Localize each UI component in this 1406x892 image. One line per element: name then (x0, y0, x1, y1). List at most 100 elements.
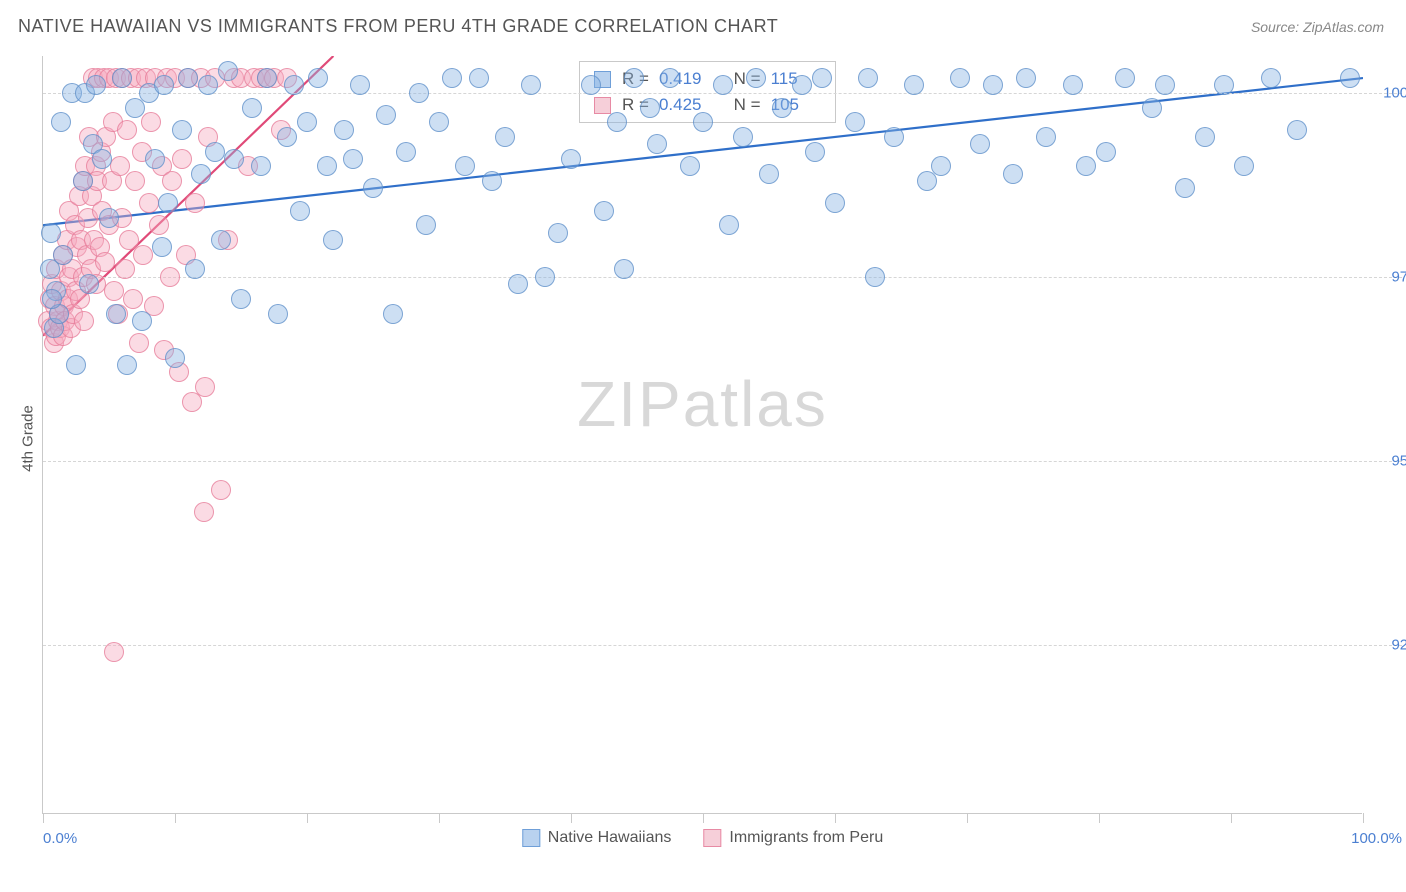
point-native-hawaiian (99, 208, 119, 228)
point-native-hawaiian (508, 274, 528, 294)
point-immigrant-peru (104, 281, 124, 301)
gridline (43, 461, 1402, 462)
point-native-hawaiian (561, 149, 581, 169)
point-native-hawaiian (112, 68, 132, 88)
legend-item: Immigrants from Peru (703, 829, 883, 847)
point-native-hawaiian (713, 75, 733, 95)
point-native-hawaiian (442, 68, 462, 88)
point-native-hawaiian (1115, 68, 1135, 88)
point-native-hawaiian (51, 112, 71, 132)
point-immigrant-peru (117, 120, 137, 140)
point-native-hawaiian (106, 304, 126, 324)
x-tick (175, 813, 176, 823)
point-native-hawaiian (224, 149, 244, 169)
point-immigrant-peru (125, 171, 145, 191)
point-native-hawaiian (1340, 68, 1360, 88)
point-native-hawaiian (383, 304, 403, 324)
point-native-hawaiian (495, 127, 515, 147)
x-tick (1099, 813, 1100, 823)
point-native-hawaiian (858, 68, 878, 88)
point-native-hawaiian (154, 75, 174, 95)
point-native-hawaiian (970, 134, 990, 154)
point-immigrant-peru (185, 193, 205, 213)
point-native-hawaiian (594, 201, 614, 221)
point-native-hawaiian (733, 127, 753, 147)
point-native-hawaiian (812, 68, 832, 88)
x-tick (703, 813, 704, 823)
point-native-hawaiian (290, 201, 310, 221)
point-immigrant-peru (194, 502, 214, 522)
point-native-hawaiian (86, 75, 106, 95)
x-tick (1231, 813, 1232, 823)
point-native-hawaiian (73, 171, 93, 191)
legend: Native HawaiiansImmigrants from Peru (522, 829, 883, 847)
legend-swatch (594, 97, 611, 114)
legend-swatch (522, 829, 540, 847)
point-native-hawaiian (218, 61, 238, 81)
watermark: ZIPatlas (577, 367, 828, 441)
point-native-hawaiian (1036, 127, 1056, 147)
point-native-hawaiian (845, 112, 865, 132)
point-native-hawaiian (53, 245, 73, 265)
point-native-hawaiian (323, 230, 343, 250)
point-native-hawaiian (79, 274, 99, 294)
x-tick (835, 813, 836, 823)
gridline (43, 645, 1402, 646)
point-native-hawaiian (152, 237, 172, 257)
point-native-hawaiian (429, 112, 449, 132)
point-native-hawaiian (1003, 164, 1023, 184)
point-immigrant-peru (160, 267, 180, 287)
point-native-hawaiian (455, 156, 475, 176)
point-native-hawaiian (1142, 98, 1162, 118)
point-native-hawaiian (185, 259, 205, 279)
legend-label: Immigrants from Peru (729, 829, 883, 847)
point-native-hawaiian (268, 304, 288, 324)
point-native-hawaiian (1016, 68, 1036, 88)
y-tick-label: 95.0% (1391, 452, 1406, 469)
watermark-zip: ZIP (577, 368, 683, 440)
point-native-hawaiian (172, 120, 192, 140)
point-native-hawaiian (805, 142, 825, 162)
point-immigrant-peru (133, 245, 153, 265)
point-native-hawaiian (277, 127, 297, 147)
point-native-hawaiian (469, 68, 489, 88)
gridline (43, 277, 1402, 278)
point-native-hawaiian (334, 120, 354, 140)
point-native-hawaiian (191, 164, 211, 184)
x-axis-min-label: 0.0% (43, 830, 77, 847)
point-native-hawaiian (1214, 75, 1234, 95)
source-label: Source: ZipAtlas.com (1251, 19, 1384, 35)
point-native-hawaiian (1287, 120, 1307, 140)
point-native-hawaiian (759, 164, 779, 184)
point-native-hawaiian (1076, 156, 1096, 176)
point-native-hawaiian (396, 142, 416, 162)
point-native-hawaiian (719, 215, 739, 235)
point-native-hawaiian (132, 311, 152, 331)
point-native-hawaiian (145, 149, 165, 169)
y-tick-label: 100.0% (1383, 84, 1406, 101)
point-native-hawaiian (363, 178, 383, 198)
point-immigrant-peru (162, 171, 182, 191)
point-immigrant-peru (141, 112, 161, 132)
x-tick (1363, 813, 1364, 823)
point-immigrant-peru (95, 252, 115, 272)
point-native-hawaiian (865, 267, 885, 287)
x-tick (967, 813, 968, 823)
point-native-hawaiian (308, 68, 328, 88)
point-native-hawaiian (416, 215, 436, 235)
stat-key: N = (734, 95, 761, 115)
point-native-hawaiian (1234, 156, 1254, 176)
point-native-hawaiian (350, 75, 370, 95)
point-immigrant-peru (149, 215, 169, 235)
y-axis-label: 4th Grade (20, 405, 37, 472)
point-immigrant-peru (110, 156, 130, 176)
point-native-hawaiian (205, 142, 225, 162)
point-native-hawaiian (343, 149, 363, 169)
point-native-hawaiian (242, 98, 262, 118)
point-native-hawaiian (1063, 75, 1083, 95)
point-native-hawaiian (178, 68, 198, 88)
point-native-hawaiian (257, 68, 277, 88)
point-native-hawaiian (1195, 127, 1215, 147)
point-native-hawaiian (950, 68, 970, 88)
point-native-hawaiian (66, 355, 86, 375)
